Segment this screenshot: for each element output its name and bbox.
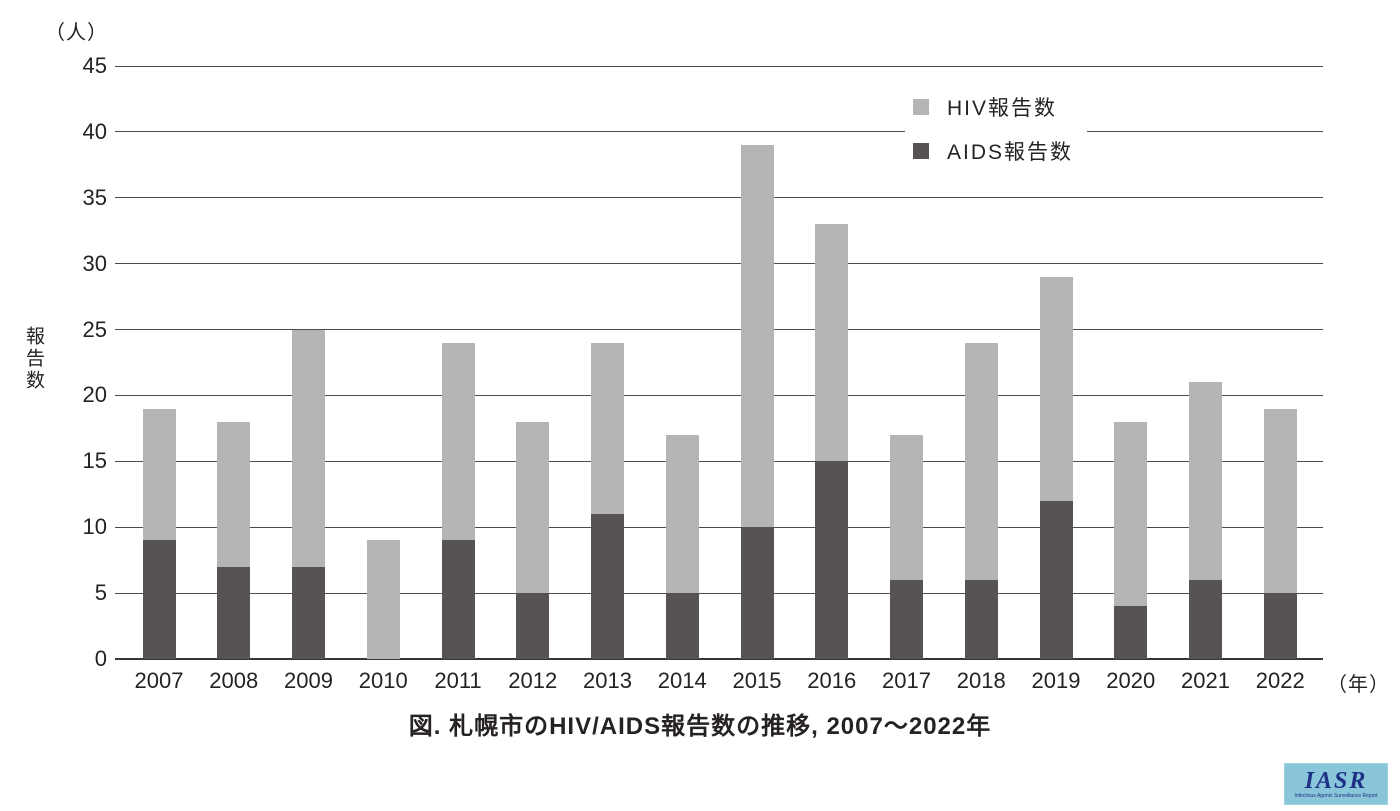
bar-hiv-2021 <box>1189 382 1222 580</box>
x-tick-label-2011: 2011 <box>434 668 482 693</box>
y-tick-label-25: 25 <box>82 316 107 342</box>
x-tick-label-2016: 2016 <box>807 668 857 693</box>
bar-aids-2011 <box>441 540 475 659</box>
x-tick-label-2013: 2013 <box>583 668 632 693</box>
bar-aids-2013 <box>591 514 624 659</box>
bar-aids-2022 <box>1263 593 1297 659</box>
bar-hiv-2009 <box>292 329 325 567</box>
figure-title: 図. 札幌市のHIV/AIDS報告数の推移, 2007〜2022年 <box>408 713 992 740</box>
bar-hiv-2010 <box>366 540 400 659</box>
plot-area: 2007 2008 2009 2010 2011 2012 2013 2014 2015 2016… <box>115 65 1323 693</box>
legend-swatch-hiv <box>913 99 929 115</box>
bar-hiv-2018 <box>964 342 998 580</box>
bar-aids-2015 <box>740 527 774 659</box>
legend: HIV報告数 AIDS報告数 <box>905 88 1088 172</box>
bar-aids-2009 <box>292 566 325 659</box>
bar-aids-2008 <box>217 566 251 659</box>
bar-hiv-2016 <box>815 224 849 462</box>
bar-hiv-2015 <box>740 145 774 528</box>
bar-aids-2016 <box>815 461 849 659</box>
gridline-10 <box>115 526 1323 528</box>
legend-item-aids: AIDS報告数 <box>913 136 1073 166</box>
bar-aids-2018 <box>964 579 998 659</box>
iasr-logo-text: IASR <box>1304 767 1368 794</box>
x-tick-label-2020: 2020 <box>1106 668 1156 693</box>
bar-hiv-2008 <box>217 421 251 567</box>
bar-aids-2014 <box>665 593 699 659</box>
gridline-5 <box>115 592 1323 594</box>
y-tick-label-30: 30 <box>82 250 107 276</box>
gridline-35 <box>115 197 1323 199</box>
bar-aids-2021 <box>1189 579 1222 659</box>
y-axis-title: 報告数 <box>23 326 44 392</box>
y-tick-label-20: 20 <box>82 382 107 408</box>
bar-aids-2007 <box>142 540 176 659</box>
legend-swatch-aids <box>913 143 929 159</box>
x-tick-label-2015: 2015 <box>732 668 782 693</box>
x-tick-label-2009: 2009 <box>284 668 333 693</box>
x-tick-label-2014: 2014 <box>657 668 707 693</box>
gridline-25 <box>115 329 1323 331</box>
y-tick-label-45: 45 <box>82 53 107 78</box>
bar-hiv-2022 <box>1263 408 1297 594</box>
y-tick-label-15: 15 <box>82 448 107 474</box>
bar-aids-2012 <box>516 593 550 659</box>
legend-label-aids: AIDS報告数 <box>947 141 1074 164</box>
y-tick-label-5: 5 <box>94 580 107 606</box>
x-axis-baseline <box>115 658 1323 660</box>
bar-hiv-2012 <box>516 421 550 594</box>
y-tick-label-35: 35 <box>82 184 107 210</box>
y-tick-label-10: 10 <box>82 514 107 540</box>
bar-aids-2017 <box>890 579 923 659</box>
iasr-logo-caption: Infectious Agents Surveillance Report <box>1294 792 1378 799</box>
x-tick-label-2018: 2018 <box>956 668 1006 693</box>
x-tick-label-2008: 2008 <box>209 668 259 693</box>
bar-hiv-2007 <box>142 408 176 541</box>
legend-label-hiv: HIV報告数 <box>947 97 1058 120</box>
x-tick-label-2017: 2017 <box>882 668 931 693</box>
gridline-40 <box>115 131 1323 133</box>
x-tick-label-2007: 2007 <box>134 668 184 693</box>
y-tick-label-40: 40 <box>82 118 107 144</box>
gridline-45 <box>115 65 1323 67</box>
legend-item-hiv: HIV報告数 <box>913 92 1073 122</box>
x-axis-unit-label: （年） <box>1327 674 1390 696</box>
bar-hiv-2014 <box>665 434 699 594</box>
y-tick-label-0: 0 <box>94 646 107 671</box>
gridline-30 <box>115 263 1323 265</box>
bar-hiv-2011 <box>441 342 475 541</box>
x-tick-label-2019: 2019 <box>1031 668 1081 693</box>
bar-aids-2019 <box>1039 500 1073 659</box>
bar-hiv-2013 <box>591 342 624 515</box>
y-axis-unit-label: （人） <box>45 22 108 44</box>
bar-aids-2020 <box>1114 606 1148 659</box>
bar-hiv-2020 <box>1114 421 1148 607</box>
bar-hiv-2017 <box>890 434 923 580</box>
x-tick-label-2012: 2012 <box>508 668 558 693</box>
x-tick-label-2022: 2022 <box>1255 668 1305 693</box>
bar-hiv-2019 <box>1039 276 1073 501</box>
iasr-logo: IASR Infectious Agents Surveillance Repo… <box>1284 763 1388 805</box>
gridline-15 <box>115 460 1323 462</box>
x-tick-label-2010: 2010 <box>358 668 408 693</box>
gridline-20 <box>115 394 1323 396</box>
x-tick-label-2021: 2021 <box>1181 668 1230 693</box>
